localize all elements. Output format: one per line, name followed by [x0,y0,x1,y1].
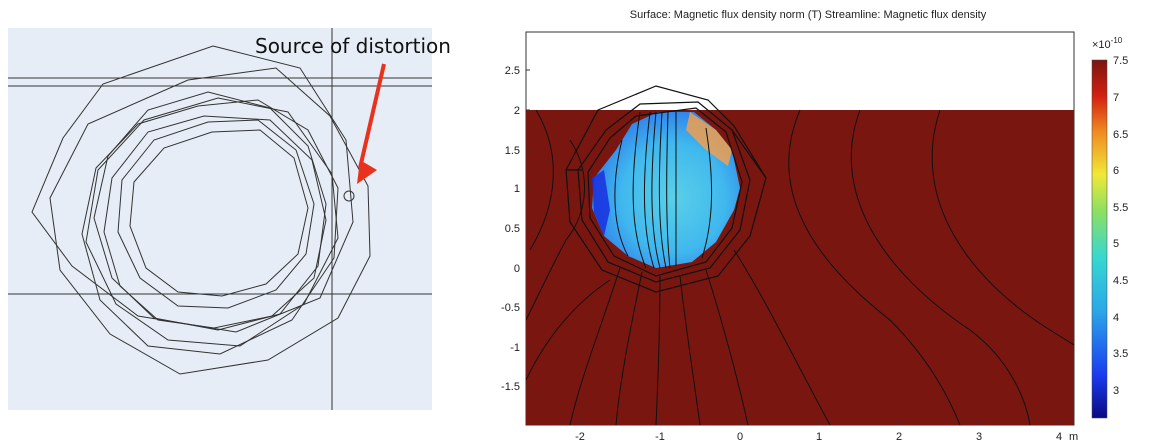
colorbar-tick: 6.5 [1113,129,1128,141]
colorbar: ×10-10 7.5 7 6.5 6 5.5 5 4.5 4 3.5 3 [1091,36,1128,419]
colorbar-tick: 7 [1113,92,1119,104]
y-tick-label: -0.5 [501,302,520,314]
x-tick-label: 1 [816,431,822,443]
y-tick-label: 0 [514,263,520,275]
colorbar-tick: 4.5 [1113,275,1128,287]
field-surface [526,110,1074,425]
hole-field-region [592,112,740,268]
plot-title: Surface: Magnetic flux density norm (T) … [630,9,987,21]
geometry-wireframe [8,28,432,410]
y-tick-label: 2.5 [505,65,520,77]
annotation-label: Source of distortion [255,34,451,58]
colorbar-tick: 5.5 [1113,202,1128,214]
geometry-view [8,28,432,410]
x-tick-label: 4 [1056,431,1062,443]
y-tick-label: -1.5 [501,381,520,393]
colorbar-tick: 3 [1113,385,1119,397]
colorbar-tick: 7.5 [1113,55,1128,67]
cold-spot [592,170,610,236]
x-axis: -2 -1 0 1 2 3 4 m [575,421,1078,443]
x-tick-label: 3 [976,431,982,443]
y-tick-label: -1 [510,342,520,354]
colorbar-tick: 4 [1113,312,1119,324]
x-unit-label: m [1069,431,1078,443]
x-tick-label: -2 [575,431,585,443]
construction-lines [8,28,432,410]
y-axis: 2.5 2 1.5 1 0.5 0 -0.5 -1 -1.5 [501,65,530,393]
colorbar-exponent: ×10-10 [1092,36,1123,51]
x-tick-label: 2 [896,431,902,443]
polygon-rings [31,45,371,375]
annotation-arrow [357,63,386,184]
hot-spot [686,112,732,166]
y-tick-label: 1.5 [505,145,520,157]
distortion-source-marker [343,190,355,202]
colorbar-tick: 3.5 [1113,348,1128,360]
x-tick-label: 0 [737,431,743,443]
flux-density-plot: Surface: Magnetic flux density norm (T) … [501,9,1128,443]
colorbar-gradient [1091,59,1108,419]
colorbar-tick: 6 [1113,165,1119,177]
geometry-outline [565,85,767,293]
colorbar-tick: 5 [1113,238,1119,250]
y-tick-label: 0.5 [505,223,520,235]
y-tick-label: 2 [514,105,520,117]
streamlines [526,109,1074,425]
x-tick-label: -1 [655,431,665,443]
y-tick-label: 1 [514,183,520,195]
